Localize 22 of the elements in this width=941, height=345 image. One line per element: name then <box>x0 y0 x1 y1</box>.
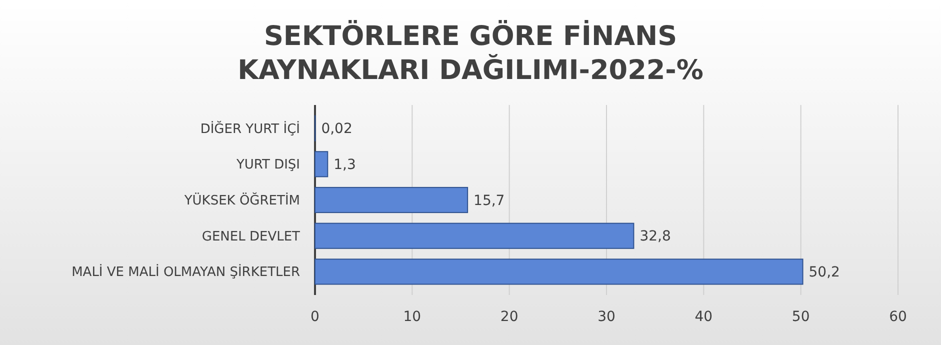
data-label: 15,7 <box>474 192 505 209</box>
x-tick-label: 50 <box>792 309 810 325</box>
data-label: 50,2 <box>808 264 840 281</box>
x-tick-label: 60 <box>889 309 907 325</box>
x-tick-label: 10 <box>403 309 422 325</box>
bar <box>314 151 328 178</box>
data-label: 1,3 <box>334 157 356 174</box>
bar <box>314 186 468 214</box>
y-tick-label: YÜKSEK ÖĞRETİM <box>183 192 300 209</box>
y-tick-label: GENEL DEVLET <box>202 229 300 244</box>
x-tick-label: 30 <box>598 309 616 325</box>
y-tick-label: DİĞER YURT İÇİ <box>200 120 300 137</box>
x-tick-label: 40 <box>694 309 713 325</box>
y-tick-label: YURT DIŞI <box>235 158 300 173</box>
data-label: 0,02 <box>321 121 352 138</box>
bar <box>314 222 634 249</box>
x-tick-label: 0 <box>310 309 320 325</box>
x-tick-label: 20 <box>500 309 518 325</box>
chart-title: SEKTÖRLERE GÖRE FİNANS KAYNAKLARI DAĞILIMI-2022-% <box>238 19 704 86</box>
bar <box>314 258 804 285</box>
y-tick-label: MALİ VE MALİ OLMAYAN ŞİRKETLER <box>72 264 300 280</box>
data-label: 32,8 <box>640 228 671 245</box>
